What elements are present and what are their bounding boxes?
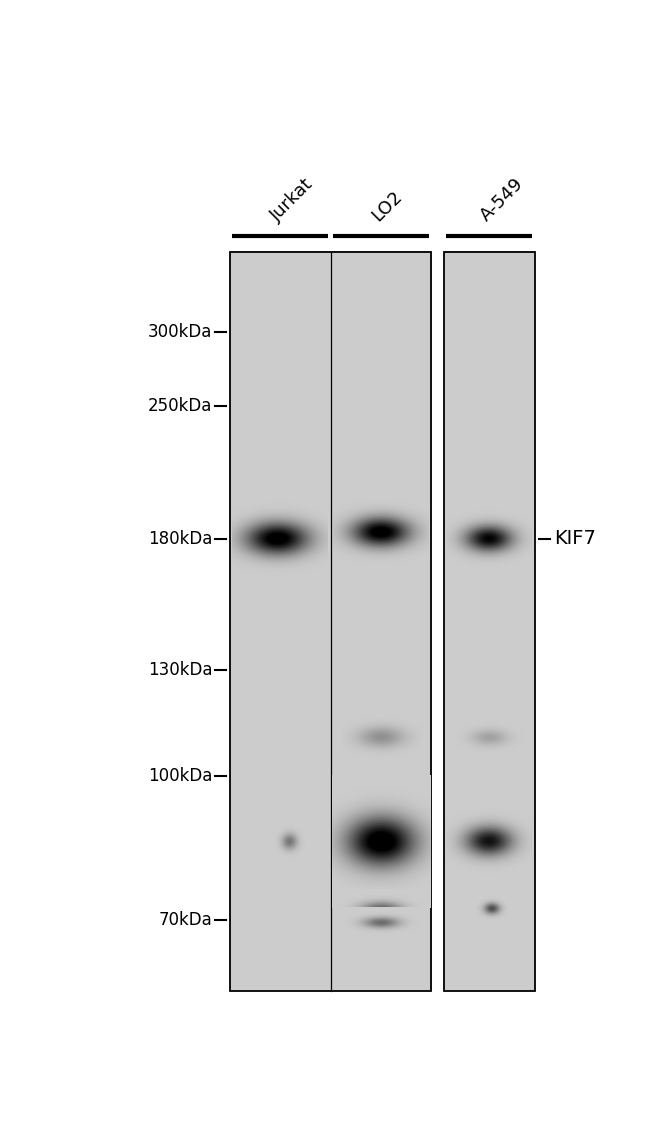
Text: 180kDa: 180kDa <box>148 529 212 547</box>
Bar <box>230 251 432 991</box>
Text: 250kDa: 250kDa <box>148 397 212 415</box>
Text: 100kDa: 100kDa <box>148 767 212 785</box>
Text: A-549: A-549 <box>476 175 526 225</box>
Text: LO2: LO2 <box>369 187 406 225</box>
Text: 70kDa: 70kDa <box>159 911 212 929</box>
Text: 130kDa: 130kDa <box>148 661 212 679</box>
Text: KIF7: KIF7 <box>554 529 595 547</box>
Text: 300kDa: 300kDa <box>148 323 212 341</box>
Text: Jurkat: Jurkat <box>268 176 317 225</box>
Bar <box>444 251 534 991</box>
